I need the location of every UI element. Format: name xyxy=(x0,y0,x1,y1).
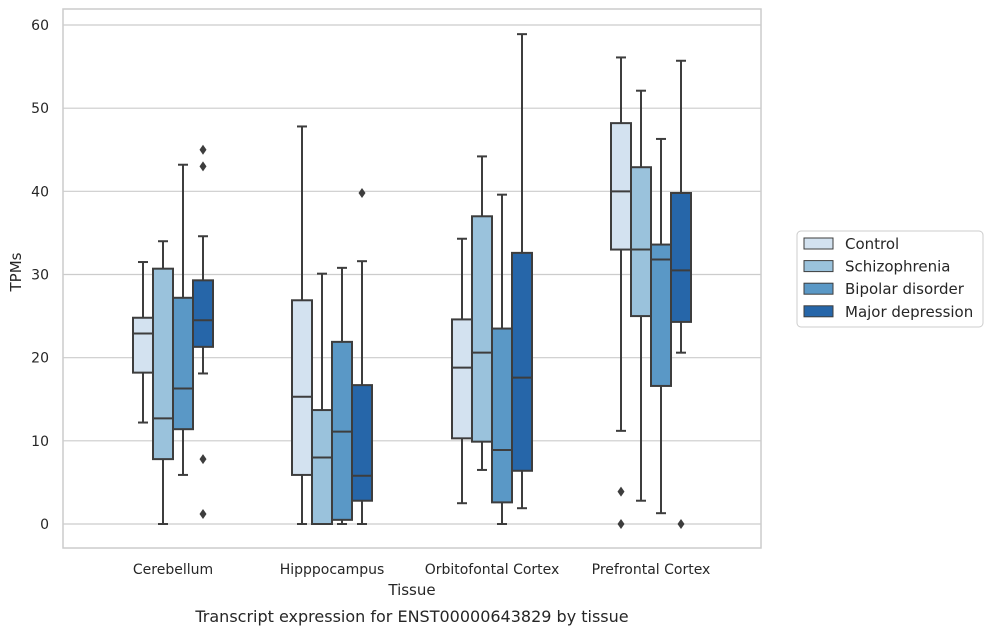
legend-swatch xyxy=(803,260,834,273)
box-body xyxy=(152,267,174,461)
legend-label: Schizophrenia xyxy=(845,258,950,276)
box-0-2 xyxy=(172,163,194,476)
legend-label: Control xyxy=(845,235,899,253)
outlier-point xyxy=(358,187,366,198)
box-body xyxy=(291,299,313,476)
box-0-3 xyxy=(192,144,214,520)
box-body xyxy=(172,296,194,431)
legend-label: Major depression xyxy=(845,303,973,321)
legend-swatch xyxy=(803,305,834,318)
legend-frame xyxy=(796,230,984,328)
box-2-3 xyxy=(511,33,533,510)
x-axis-label: Tissue xyxy=(387,581,435,599)
box-body xyxy=(610,122,632,251)
y-tick-label: 50 xyxy=(31,101,49,117)
box-body xyxy=(491,327,513,504)
box-body xyxy=(650,243,672,387)
box-3-1 xyxy=(630,89,652,502)
outlier-point xyxy=(199,509,207,520)
y-tick-label: 20 xyxy=(31,351,49,367)
x-tick-label: Hipppocampus xyxy=(280,562,385,578)
y-tick-label: 10 xyxy=(31,434,49,450)
box-2-1 xyxy=(471,155,493,471)
box-body xyxy=(351,384,373,502)
box-body xyxy=(132,316,154,374)
chart-caption: Transcript expression for ENST0000064382… xyxy=(194,607,628,626)
y-tick-label: 40 xyxy=(31,184,49,200)
box-body xyxy=(192,279,214,348)
x-axis-ticks: Cerebellum Hipppocampus Orbitofontal Corte… xyxy=(133,562,710,578)
legend: Control Schizophrenia Bipolar disorder Majo… xyxy=(796,230,984,328)
x-tick-label: Prefrontal Cortex xyxy=(592,562,711,578)
outlier-point xyxy=(617,519,625,529)
outlier-point xyxy=(617,486,625,497)
box-body xyxy=(311,409,333,526)
box-body xyxy=(451,318,473,440)
y-tick-label: 30 xyxy=(31,268,49,284)
box-0-1 xyxy=(152,240,174,525)
box-1-2 xyxy=(331,266,353,525)
box-2-2 xyxy=(491,193,513,525)
box-1-0 xyxy=(291,125,313,525)
outlier-point xyxy=(199,454,207,465)
box-body xyxy=(471,215,493,443)
y-tick-label: 0 xyxy=(40,517,49,533)
legend-swatch xyxy=(803,237,834,250)
legend-label: Bipolar disorder xyxy=(845,280,965,298)
box-1-3 xyxy=(351,187,373,525)
outlier-point xyxy=(199,161,207,172)
box-3-3 xyxy=(670,59,692,529)
box-body xyxy=(630,166,652,318)
y-axis-label: TPMs xyxy=(7,252,25,292)
box-3-2 xyxy=(650,137,672,515)
box-marks xyxy=(132,33,692,529)
outlier-point xyxy=(199,144,207,155)
x-tick-label: Cerebellum xyxy=(133,562,213,578)
legend-swatch xyxy=(803,282,834,295)
x-tick-label: Orbitofontal Cortex xyxy=(425,562,560,578)
box-body xyxy=(511,251,533,472)
plot-area xyxy=(62,8,762,549)
box-body xyxy=(670,191,692,323)
box-1-1 xyxy=(311,272,333,526)
y-axis-ticks: 0 10 20 30 40 50 60 xyxy=(31,18,49,533)
y-tick-label: 60 xyxy=(31,18,49,34)
box-3-0 xyxy=(610,56,632,529)
box-0-0 xyxy=(132,261,154,424)
box-2-0 xyxy=(451,237,473,505)
outlier-point xyxy=(677,519,685,529)
